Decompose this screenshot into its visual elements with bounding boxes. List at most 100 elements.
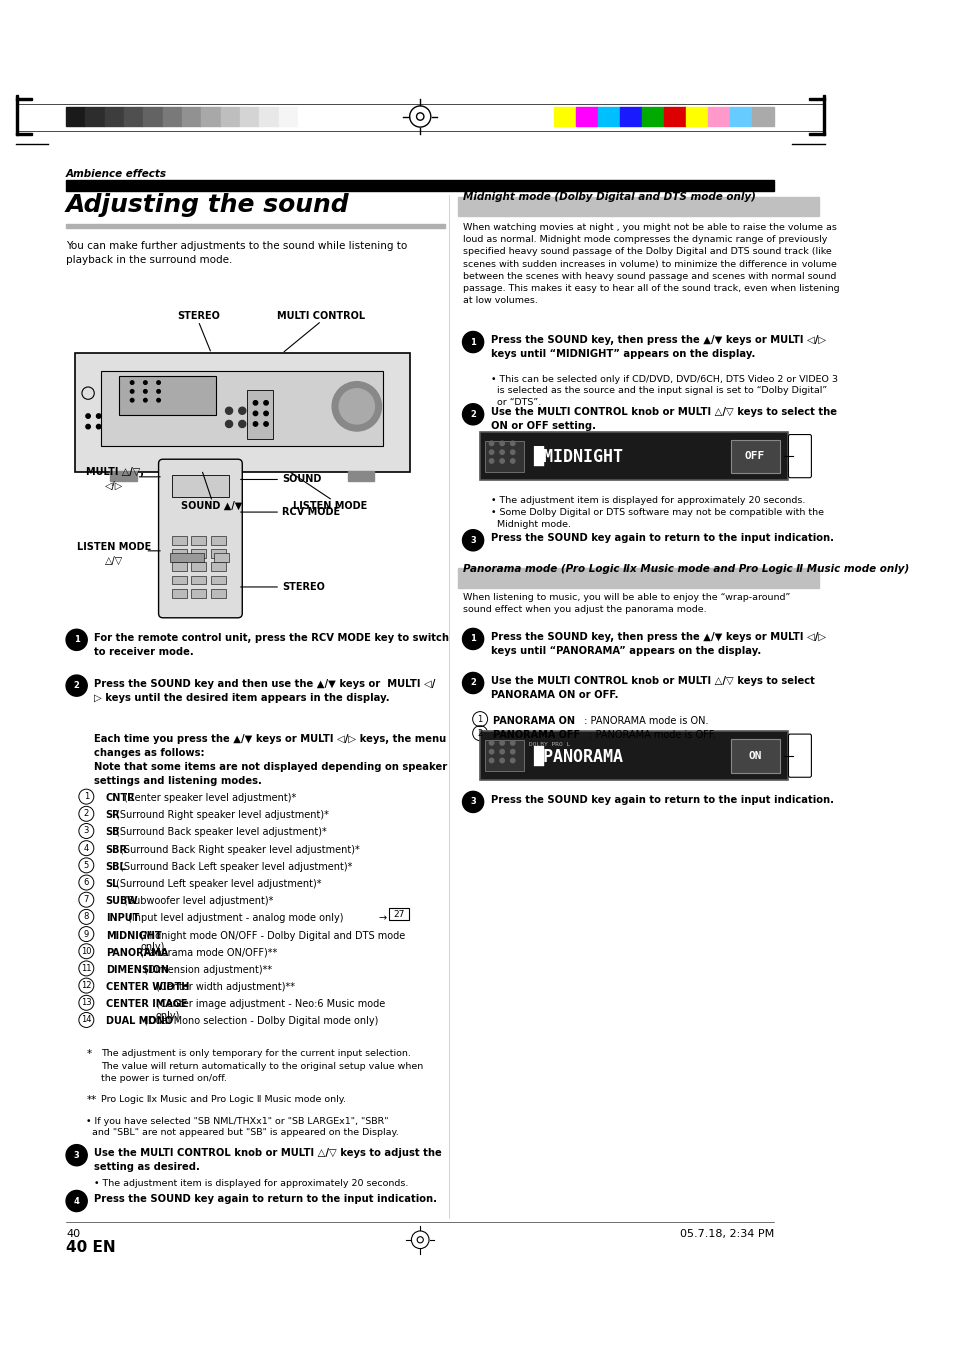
Circle shape: [225, 420, 233, 427]
Circle shape: [86, 413, 91, 419]
Text: (Center speaker level adjustment)*: (Center speaker level adjustment)*: [124, 793, 296, 802]
Bar: [730, 440, 779, 473]
Circle shape: [499, 758, 504, 763]
Bar: [576, 107, 598, 126]
Text: (Surround Back Right speaker level adjustment)*: (Surround Back Right speaker level adjus…: [120, 844, 359, 855]
Circle shape: [499, 750, 504, 754]
Text: RCV MODE: RCV MODE: [282, 507, 339, 517]
Circle shape: [462, 792, 483, 812]
Bar: [211, 589, 225, 597]
Circle shape: [96, 424, 101, 428]
Text: Press the SOUND key and then use the ▲/▼ keys or  MULTI ◁/
▷ keys until the desi: Press the SOUND key and then use the ▲/▼…: [94, 678, 436, 703]
Text: 4: 4: [73, 1197, 79, 1205]
Text: SB: SB: [106, 827, 120, 838]
Circle shape: [253, 401, 257, 405]
Bar: [16, 96, 17, 135]
Bar: [663, 107, 685, 126]
Text: 13: 13: [81, 998, 91, 1008]
Text: 1: 1: [73, 635, 79, 644]
Circle shape: [96, 413, 101, 419]
Circle shape: [499, 442, 504, 446]
Circle shape: [489, 450, 494, 454]
Bar: [259, 107, 278, 126]
Circle shape: [489, 750, 494, 754]
Text: █MIDNIGHT: █MIDNIGHT: [533, 446, 622, 466]
Text: For the remote control unit, press the RCV MODE key to switch
to receiver mode.: For the remote control unit, press the R…: [94, 632, 449, 657]
Text: 1: 1: [84, 792, 89, 801]
Circle shape: [66, 1144, 87, 1166]
Bar: [191, 536, 206, 544]
Circle shape: [489, 459, 494, 463]
Text: 2: 2: [477, 728, 482, 738]
Bar: [191, 562, 206, 571]
Bar: [66, 107, 86, 126]
Circle shape: [265, 420, 272, 427]
Text: When watching movies at night , you might not be able to raise the volume as
lou: When watching movies at night , you migh…: [462, 223, 839, 305]
Circle shape: [499, 450, 504, 454]
Circle shape: [156, 389, 160, 393]
Text: 40 EN: 40 EN: [66, 1240, 115, 1255]
Bar: [484, 440, 523, 471]
Circle shape: [462, 628, 483, 650]
Text: You can make further adjustments to the sound while listening to
playback in the: You can make further adjustments to the …: [66, 240, 407, 265]
Bar: [457, 197, 819, 216]
Text: PANORAMA: PANORAMA: [106, 947, 168, 958]
FancyBboxPatch shape: [788, 734, 811, 777]
Circle shape: [462, 404, 483, 424]
Bar: [211, 562, 225, 571]
Bar: [119, 376, 215, 415]
Text: 1: 1: [470, 635, 476, 643]
Text: 3: 3: [470, 797, 476, 807]
Text: (Dimension adjustment)**: (Dimension adjustment)**: [144, 965, 272, 975]
Circle shape: [499, 459, 504, 463]
Text: Pro Logic Ⅱx Music and Pro Logic Ⅱ Music mode only.: Pro Logic Ⅱx Music and Pro Logic Ⅱ Music…: [101, 1096, 346, 1104]
Circle shape: [489, 442, 494, 446]
Text: Use the MULTI CONTROL knob or MULTI △/▽ keys to select the
ON or OFF setting.: Use the MULTI CONTROL knob or MULTI △/▽ …: [490, 407, 836, 431]
Bar: [457, 569, 819, 588]
Bar: [808, 134, 823, 135]
Circle shape: [264, 411, 268, 416]
Text: PANORAMA ON: PANORAMA ON: [493, 716, 575, 725]
Bar: [211, 576, 225, 585]
Text: SBR: SBR: [106, 844, 128, 855]
Bar: [191, 589, 206, 597]
Bar: [389, 908, 408, 920]
Circle shape: [225, 407, 233, 415]
Circle shape: [510, 750, 515, 754]
Circle shape: [66, 676, 87, 696]
Text: CENTER IMAGE: CENTER IMAGE: [106, 1000, 187, 1009]
Text: (Surround Left speaker level adjustment)*: (Surround Left speaker level adjustment)…: [116, 880, 321, 889]
Text: DIMENSION: DIMENSION: [106, 965, 169, 975]
Bar: [16, 134, 31, 135]
Text: 2: 2: [84, 809, 89, 819]
Circle shape: [462, 673, 483, 693]
Text: MULTI CONTROL: MULTI CONTROL: [277, 311, 365, 322]
FancyBboxPatch shape: [788, 435, 811, 478]
Text: Panorama mode (Pro Logic Ⅱx Music mode and Pro Logic Ⅱ Music mode only): Panorama mode (Pro Logic Ⅱx Music mode a…: [462, 563, 908, 574]
Circle shape: [131, 381, 133, 384]
Circle shape: [510, 459, 515, 463]
Circle shape: [131, 399, 133, 403]
Text: 3: 3: [470, 536, 476, 544]
Text: 2: 2: [73, 681, 79, 690]
Text: STEREO: STEREO: [176, 311, 219, 322]
Circle shape: [144, 381, 147, 384]
Text: Use the MULTI CONTROL knob or MULTI △/▽ keys to adjust the
setting as desired.: Use the MULTI CONTROL knob or MULTI △/▽ …: [94, 1148, 441, 1173]
Bar: [752, 107, 774, 126]
Text: 3: 3: [84, 827, 89, 835]
Circle shape: [238, 420, 246, 427]
Text: (Surround Back speaker level adjustment)*: (Surround Back speaker level adjustment)…: [116, 827, 327, 838]
Bar: [297, 107, 316, 126]
Bar: [211, 536, 225, 544]
Bar: [110, 470, 136, 481]
Circle shape: [489, 758, 494, 763]
Circle shape: [144, 399, 147, 403]
Text: • This can be selected only if CD/DVD, DVD/6CH, DTS Video 2 or VIDEO 3
  is sele: • This can be selected only if CD/DVD, D…: [490, 374, 837, 407]
Circle shape: [253, 422, 257, 426]
Bar: [74, 354, 409, 473]
Bar: [479, 432, 788, 481]
Text: 4: 4: [84, 843, 89, 852]
Bar: [619, 107, 641, 126]
Text: △/▽: △/▽: [105, 555, 124, 566]
Bar: [641, 107, 663, 126]
